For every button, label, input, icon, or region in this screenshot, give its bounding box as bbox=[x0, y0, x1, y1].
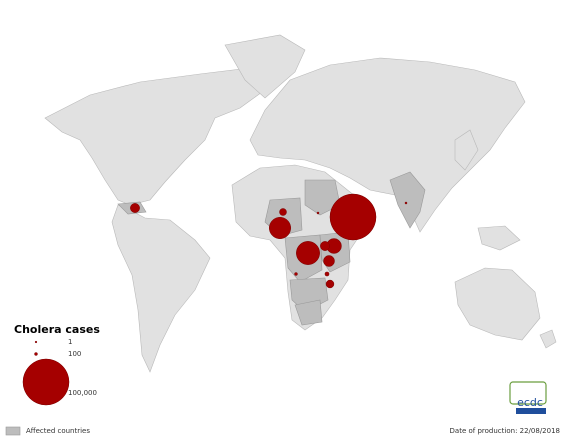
cholera-bubble bbox=[404, 201, 408, 205]
legend-size-label: 1 bbox=[68, 338, 72, 346]
cholera-bubble bbox=[325, 279, 335, 289]
cholera-bubble bbox=[296, 241, 320, 265]
cholera-bubble bbox=[269, 217, 291, 239]
cholera-bubble bbox=[130, 203, 140, 213]
logo-globe bbox=[509, 381, 547, 405]
legend-title: Cholera cases bbox=[14, 323, 100, 336]
legend-affected: Affected countries bbox=[26, 427, 90, 435]
legend-size-label: 100 bbox=[68, 350, 81, 358]
cholera-bubble bbox=[279, 208, 287, 216]
legend-affected-swatch bbox=[5, 426, 21, 436]
cholera-bubble bbox=[294, 272, 298, 276]
affected-countries bbox=[117, 171, 426, 326]
legend-bubble bbox=[34, 352, 38, 356]
cholera-bubble bbox=[316, 211, 320, 215]
legend-bubble bbox=[22, 358, 70, 406]
logo: ecdc bbox=[509, 381, 547, 414]
cholera-bubble bbox=[329, 193, 377, 241]
legend-size-label: 100,000 bbox=[68, 389, 97, 397]
legend-bubble bbox=[34, 340, 38, 344]
production-date: Date of production: 22/08/2018 bbox=[450, 427, 560, 435]
logo-eu bbox=[516, 408, 546, 414]
cholera-bubble bbox=[323, 255, 335, 267]
logo-text: ecdc bbox=[517, 396, 543, 409]
legend-sizes: 1 100 100,000 bbox=[22, 338, 97, 406]
cholera-bubble bbox=[320, 241, 330, 251]
cholera-bubble bbox=[324, 271, 330, 277]
bubbles bbox=[130, 193, 408, 289]
